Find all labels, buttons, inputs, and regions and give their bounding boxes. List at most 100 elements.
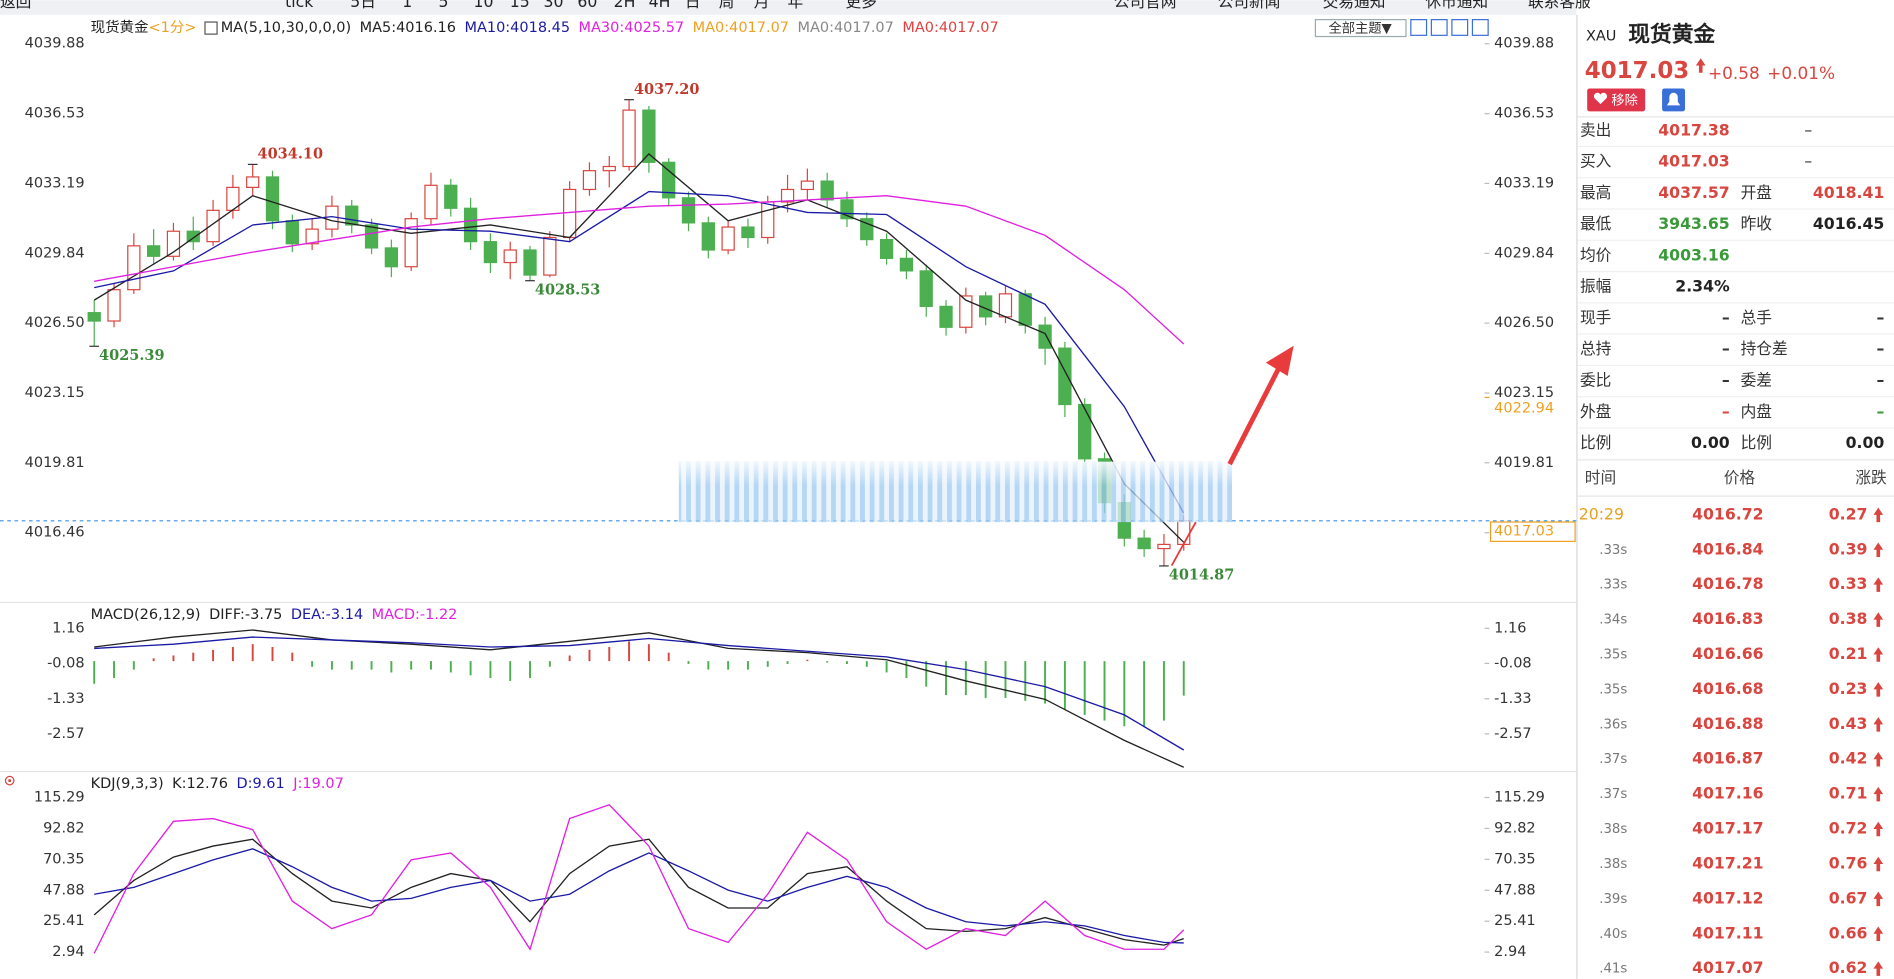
y-tick-label: 92.82 — [43, 820, 84, 836]
theme-button[interactable] — [1314, 19, 1407, 38]
trade-change: 0.62 — [1829, 958, 1868, 977]
y-tick-label: 4036.53 — [1494, 106, 1554, 122]
trade-change: 0.27 — [1829, 504, 1868, 523]
y-tick-label: 2.94 — [1494, 944, 1526, 960]
toolbar-item[interactable]: 5 — [438, 0, 448, 11]
quote-label: 卖出 — [1580, 120, 1611, 139]
candle-body — [780, 188, 795, 203]
remove-label[interactable]: 移除 — [1611, 93, 1638, 109]
y-tick-label: -1.33 — [47, 691, 84, 707]
tool-icon[interactable] — [1451, 19, 1469, 36]
trade-change: 0.72 — [1829, 819, 1868, 838]
tool-icon[interactable] — [1430, 19, 1448, 36]
toolbar-item[interactable]: 返回 — [0, 0, 31, 11]
up-arrow — [1873, 717, 1884, 732]
legend-entry: K:12.76 — [172, 776, 228, 792]
quote-label: 最高 — [1580, 183, 1611, 202]
y-tick-label: 4023.15 — [25, 385, 85, 401]
last-price-box — [1489, 521, 1576, 542]
y-tick-label: 2.94 — [52, 944, 84, 960]
trade-time: .34s — [1599, 613, 1627, 628]
tool-icon[interactable] — [1410, 19, 1428, 36]
chart-tools — [1410, 19, 1489, 36]
toolbar-bg — [0, 0, 1577, 15]
quote-label: – — [1804, 120, 1812, 139]
candle-body — [1078, 403, 1092, 460]
candle-body — [265, 176, 280, 222]
toolbar-item[interactable]: 60 — [577, 0, 597, 11]
legend-entry: DEA:-3.14 — [291, 607, 363, 623]
trade-change: 0.66 — [1829, 923, 1868, 942]
y-tick-label: 25.41 — [43, 913, 84, 929]
toolbar-item[interactable]: 交易通知 — [1323, 0, 1386, 11]
toolbar-item[interactable]: 月 — [754, 0, 770, 11]
candle-body — [364, 224, 379, 249]
trade-change: 0.42 — [1829, 749, 1868, 768]
trade-time: .38s — [1599, 822, 1627, 837]
toolbar-item[interactable]: 30 — [544, 0, 564, 11]
trade-price: 4016.72 — [1692, 504, 1763, 523]
candle-body — [1038, 324, 1052, 349]
tool-icon[interactable] — [1471, 19, 1489, 36]
up-arrow — [1873, 891, 1884, 907]
quote-label: 总持 — [1580, 339, 1612, 358]
theme-button-label[interactable]: 全部主题▼ — [1328, 20, 1392, 37]
toolbar-item[interactable]: 15 — [510, 0, 530, 11]
toolbar-item[interactable]: 10 — [474, 0, 494, 11]
up-arrow — [1873, 612, 1884, 627]
y-tick-label: -2.57 — [47, 726, 84, 742]
chart-period: <1分> — [149, 19, 197, 36]
quote-label: 现手 — [1580, 308, 1611, 327]
trade-change: 0.38 — [1829, 609, 1868, 628]
legend-entry: MA30:4025.57 — [579, 20, 685, 36]
candle-body — [1157, 543, 1171, 550]
up-arrow — [1873, 786, 1884, 802]
candle-body — [899, 257, 914, 272]
candle-body — [463, 207, 478, 243]
trades-header: 时间 — [1585, 468, 1616, 487]
quote-value: 4017.38 — [1658, 120, 1729, 139]
toolbar-item[interactable]: 5日 — [350, 0, 376, 11]
legend-entry: MA5:4016.16 — [360, 20, 456, 36]
trend-arrow — [1227, 363, 1283, 466]
toolbar-item[interactable]: 4H — [649, 0, 671, 11]
toolbar-item[interactable]: 年 — [788, 0, 804, 11]
trade-change: 0.67 — [1829, 888, 1868, 907]
trade-time: .33s — [1599, 578, 1627, 593]
candle-body — [1177, 520, 1191, 546]
quote-value: 0.00 — [1691, 433, 1730, 452]
toolbar-item[interactable]: 公司官网 — [1114, 0, 1177, 11]
toolbar-item[interactable]: 公司新闻 — [1218, 0, 1281, 11]
trade-time: .38s — [1599, 857, 1627, 872]
toolbar-item[interactable]: 2H — [614, 0, 636, 11]
y-tick-label: 4026.50 — [1494, 315, 1554, 331]
extreme-label: 4034.10 — [258, 146, 324, 163]
toolbar-item[interactable]: 联系客服 — [1528, 0, 1591, 11]
legend-entry: D:9.61 — [236, 776, 284, 792]
trade-time: .35s — [1599, 682, 1627, 697]
kdj-icon[interactable] — [4, 775, 15, 786]
toolbar-item[interactable]: 日 — [685, 0, 701, 11]
toolbar-item[interactable]: 更多 — [846, 0, 877, 11]
candle-body — [246, 176, 260, 188]
toolbar-item[interactable]: tick — [285, 0, 314, 11]
toolbar-item[interactable]: 休市通知 — [1425, 0, 1488, 11]
trade-change: 0.43 — [1829, 714, 1868, 733]
y-tick-label: 4033.19 — [25, 175, 85, 191]
y-tick-label: 4036.53 — [25, 106, 85, 122]
legend-entry: DIFF:-3.75 — [209, 607, 282, 623]
icon — [4, 775, 15, 786]
candle-body — [662, 161, 676, 199]
quote-value: – — [1722, 402, 1730, 421]
toolbar-item[interactable]: 1 — [402, 0, 412, 11]
quote-value: 2.34% — [1675, 277, 1730, 296]
quote-price: 4017.03 — [1585, 58, 1689, 84]
y-tick-label: 70.35 — [43, 851, 84, 867]
trade-price: 4017.12 — [1692, 888, 1763, 907]
extreme-label: 4028.53 — [535, 281, 601, 298]
toolbar-item[interactable]: 周 — [719, 0, 735, 11]
y-tick-label: -0.08 — [1494, 655, 1531, 671]
candle-body — [107, 289, 121, 322]
trade-price: 4017.17 — [1692, 819, 1763, 838]
quote-value: 0.00 — [1846, 433, 1885, 452]
